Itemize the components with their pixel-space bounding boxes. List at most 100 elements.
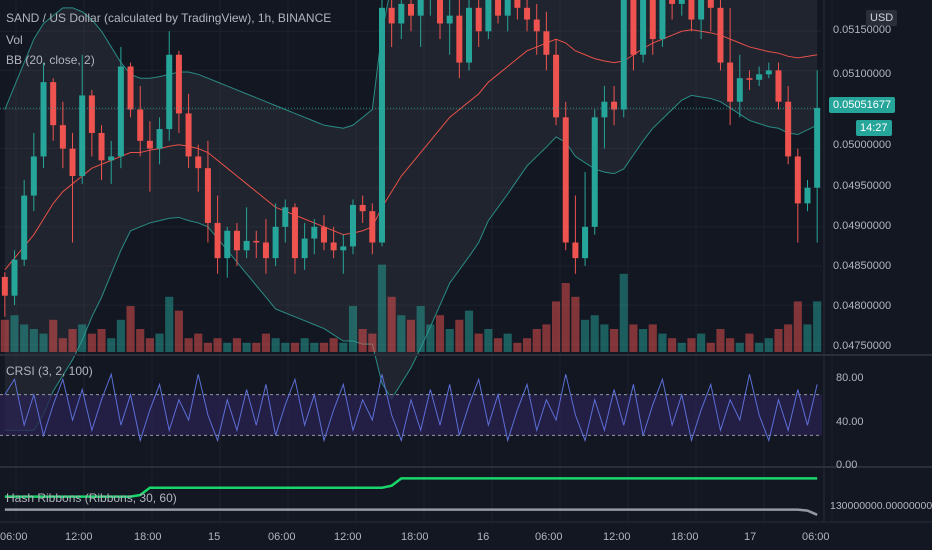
volume-bar (261, 333, 271, 352)
time-label: 12:00 (603, 531, 631, 543)
candle-body (553, 54, 560, 118)
volume-bar (542, 324, 551, 352)
candle-body (137, 109, 144, 141)
candle-body (794, 156, 801, 204)
volume-bar (784, 324, 793, 352)
volume-legend[interactable]: Vol (6, 33, 23, 47)
time-label: 17 (744, 531, 757, 543)
candle-body (59, 125, 66, 149)
crsi-tick: 0.00 (836, 459, 858, 471)
candle-body (233, 230, 240, 251)
candle-body (591, 117, 598, 227)
candle-body (21, 195, 28, 260)
candle-body (320, 226, 327, 243)
volume-bar (194, 333, 203, 352)
volume-bar (368, 333, 377, 352)
candle-body (765, 70, 772, 75)
hash-tick: 130000000.00000000 (830, 500, 932, 512)
candle-body (446, 15, 453, 24)
candle-body (369, 211, 376, 243)
time-axis[interactable]: 06:00 12:00 18:00 15 06:00 12:00 18:00 1… (0, 522, 932, 550)
volume-bar (697, 333, 706, 352)
price-tick: 0.04750000 (833, 340, 892, 352)
volume-bar (590, 315, 599, 352)
volume-bar (639, 329, 648, 352)
crsi-tick: 40.00 (836, 416, 864, 428)
volume-bar (793, 301, 802, 352)
volume-bar (416, 306, 425, 352)
volume-bar (813, 301, 822, 352)
volume-bar (20, 324, 29, 352)
volume-bar (377, 264, 387, 352)
candle-body (185, 113, 192, 157)
volume-bar (687, 338, 696, 352)
volume-bar (484, 329, 493, 352)
volume-bar (474, 333, 483, 352)
candle-body (533, 19, 540, 32)
crsi-pane (0, 372, 822, 443)
candle-body (69, 148, 76, 176)
volume-bar (281, 342, 290, 352)
volume-bar (551, 301, 561, 352)
last-price-badge: 0.05051677 (829, 97, 896, 113)
candle-body (311, 226, 318, 239)
candle-body (388, 7, 395, 24)
time-label: 16 (477, 531, 490, 543)
candle-body (272, 226, 279, 259)
price-tick: 0.04850000 (833, 260, 892, 272)
candle-body (727, 62, 734, 102)
volume-bar (629, 324, 638, 352)
volume-bar (300, 338, 309, 352)
volume-bar (145, 338, 154, 352)
price-tick: 0.05100000 (833, 68, 892, 80)
volume-bar (319, 342, 329, 352)
time-label: 06:00 (268, 531, 296, 543)
volume-bar (426, 324, 435, 352)
candle-body (146, 140, 153, 149)
candle-body (50, 82, 57, 126)
symbol-title[interactable]: SAND / US Dollar (calculated by TradingV… (6, 11, 332, 25)
candle-body (301, 238, 308, 259)
candle-body (108, 156, 115, 161)
candle-body (166, 54, 173, 130)
volume-bar (668, 338, 677, 352)
candle-body (707, 0, 714, 8)
time-label: 06:00 (0, 531, 28, 543)
candle-body (543, 31, 550, 55)
volume-bar (155, 333, 164, 352)
pane-dividers[interactable] (0, 0, 932, 523)
candle-body (11, 259, 18, 296)
bollinger-legend[interactable]: BB (20, close, 2) (6, 53, 95, 67)
volume-bar (735, 342, 744, 352)
time-label: 18:00 (134, 531, 162, 543)
volume-bar (68, 329, 77, 352)
time-label: 18:00 (671, 531, 699, 543)
volume-bar (49, 319, 58, 352)
volume-bar (213, 338, 222, 352)
candle-body (485, 0, 492, 32)
volume-bar (561, 283, 570, 352)
volume-bar (397, 315, 406, 352)
candle-body (156, 129, 163, 149)
candle-body (640, 0, 647, 55)
candle-body (717, 7, 724, 63)
candle-body (79, 95, 86, 176)
candle-body (1, 276, 8, 296)
candle-body (775, 70, 782, 102)
candle-body (330, 242, 337, 251)
candle-body (678, 0, 685, 4)
crsi-legend[interactable]: CRSI (3, 2, 100) (6, 364, 93, 378)
currency-badge[interactable]: USD (866, 10, 898, 26)
volume-bar (116, 319, 125, 352)
candle-body (785, 101, 792, 157)
volume-bar (58, 338, 67, 352)
hash-ribbons-legend[interactable]: Hash Ribbons (Ribbons, 30, 60) (6, 491, 177, 505)
candle-body (30, 156, 37, 196)
time-label: 12:00 (65, 531, 93, 543)
price-tick: 0.04950000 (833, 180, 892, 192)
volume-bar (677, 342, 686, 352)
time-label: 12:00 (334, 531, 362, 543)
candle-body (262, 242, 269, 259)
volume-bar (406, 319, 416, 352)
